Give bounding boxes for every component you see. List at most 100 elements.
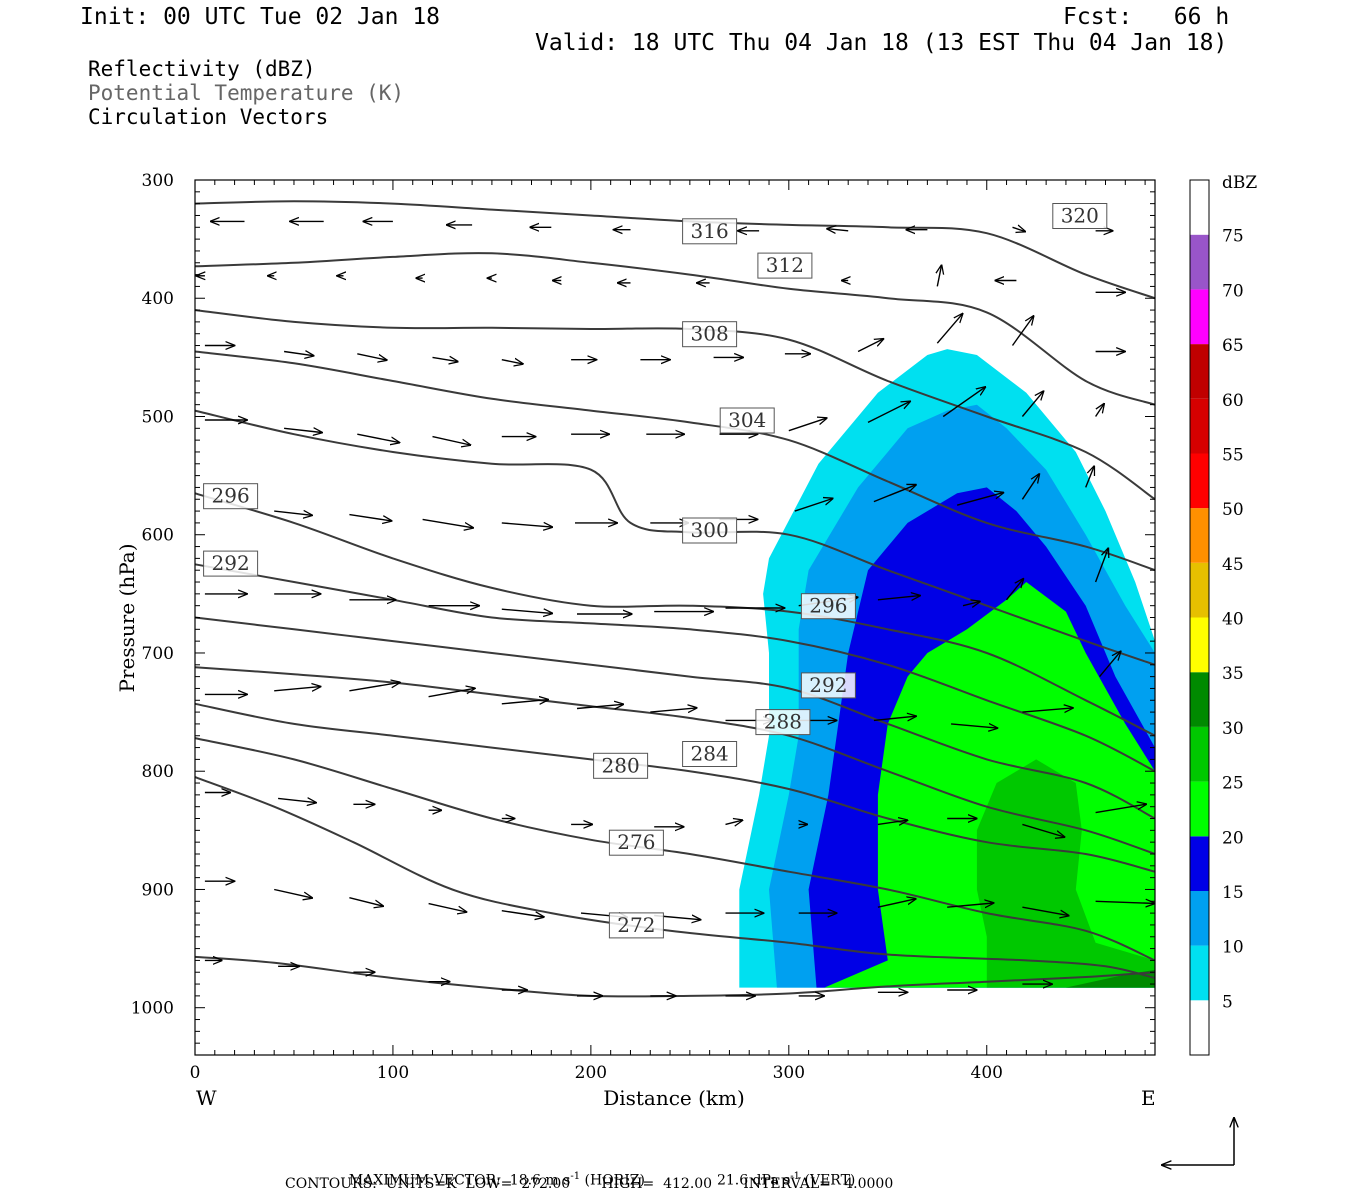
colorbar-label: 10 [1222,938,1244,958]
contour-label-box [682,218,738,245]
max-vector-horiz-tag: (HORIZ) [580,1172,645,1189]
circulation-vector [357,353,386,360]
contour-label-box [1052,203,1108,229]
colorbar-segment [1190,672,1209,727]
circulation-vector [1022,823,1064,837]
reflectivity-fill-layer [739,349,1155,988]
contour-label-box [593,752,649,779]
contour-label-layer: 272 276 280 284 288 292 296 292 296 300 304 308 312 3… [203,203,1108,939]
circulation-vector [428,902,467,912]
contour-label: 276 [617,830,655,854]
contour-label-box [800,672,856,699]
max-vector-horiz-value: MAXIMUM VECTOR: 18.6 m s [348,1172,571,1189]
colorbar-label: 70 [1222,281,1244,301]
colorbar-label: 75 [1222,227,1244,247]
circulation-vector [937,265,941,287]
y-axis-label: Pressure (hPa) [115,544,139,693]
contour-label: 292 [212,551,250,575]
circulation-vector [1012,227,1026,231]
colorbar-label: 55 [1222,445,1244,465]
colorbar-label: 25 [1222,774,1244,794]
circulation-vector [284,352,313,356]
y-tick-label: 300 [142,171,174,191]
theta-contour-276 [194,776,1156,980]
circulation-vector [576,704,623,708]
x-tick-label: 0 [190,1063,201,1083]
theta-contour-284 [194,702,1156,873]
colorbar-label: 65 [1222,336,1244,356]
circulation-vector [857,339,883,353]
max-vector-vert-value: 21.6 dPa s [716,1172,791,1189]
colorbar-unit: dBZ [1222,173,1257,193]
init-time: Init: 00 UTC Tue 02 Jan 18 [80,4,441,30]
forecast-hour: Fcst: 66 h [1063,4,1230,30]
contour-label: 312 [766,253,804,277]
circulation-vector [947,903,993,907]
circulation-vector [274,511,312,515]
circulation-vector [349,513,391,521]
circulation-vector [1095,901,1155,903]
circulation-vector [428,688,475,698]
circulation-vector [1021,474,1039,500]
circulation-vector [942,387,985,418]
circulation-vector [873,716,916,720]
contour-label-box [608,829,664,856]
theta-contour-300 [194,492,1156,737]
y-tick-label: 900 [142,880,174,900]
contour-label-box [203,483,259,510]
circulation-vector [501,609,552,613]
x-axis-west-label: W [196,1086,217,1110]
unit-exponent: -1 [790,1171,801,1182]
circulation-vector [1011,316,1034,346]
contour-label: 300 [691,518,729,542]
circulation-vector [650,708,696,712]
contour-label: 296 [212,484,250,508]
circulation-vector [1022,906,1068,915]
circulation-vector [788,418,827,432]
colorbar-label: 50 [1222,500,1244,520]
circulation-vector [501,910,544,917]
theta-contour-304 [194,409,1156,666]
contour-label: 292 [809,673,847,697]
circulation-vector [278,798,316,802]
max-vector-vert-tag: (VERT) [800,1172,856,1189]
y-tick-label: 400 [142,289,174,309]
colorbar-segment [1190,180,1209,235]
circulation-vector [877,899,916,908]
legend-circulation-vectors: Circulation Vectors [88,105,329,129]
circulation-vector [1005,579,1024,601]
colorbar-label: 30 [1222,719,1244,739]
colorbar-segment [1190,617,1209,673]
circulation-vector [1095,404,1104,417]
circulation-vector [357,433,399,442]
contour-label-box [757,252,813,279]
colorbar-label: 40 [1222,610,1244,630]
colorbar-label: 5 [1222,992,1233,1012]
contour-label-box [682,741,738,767]
valid-time: Valid: 18 UTC Thu 04 Jan 18 (13 EST Thu … [535,30,1228,56]
footer-max-vector: MAXIMUM VECTOR: 18.6 m s -1 (HORIZ) 21.6 d… [340,1158,855,1188]
circulation-vector [349,682,399,692]
circulation-vector [501,700,548,704]
colorbar-label: 20 [1222,828,1244,848]
contour-label: 308 [691,322,729,346]
colorbar-label: 35 [1222,664,1244,684]
contour-label: 288 [764,710,802,734]
circulation-vector [1099,651,1121,678]
contour-label: 272 [617,913,655,937]
colorbar-segment [1190,945,1209,1001]
colorbar-segment [1190,562,1209,618]
circulation-vector [349,897,383,906]
x-axis-east-label: E [1141,1086,1156,1110]
circulation-vector [1022,708,1072,712]
circulation-vector [1094,548,1109,583]
y-tick-label: 500 [142,407,174,427]
reference-vector-icon [1162,1118,1234,1165]
colorbar-segment [1190,1000,1209,1055]
colorbar-label: 60 [1222,391,1244,411]
contour-label-box [755,709,811,736]
colorbar: 5 10 15 20 25 30 35 40 45 50 55 60 65 70 75 [1189,179,1244,1056]
contour-label-box [608,912,664,939]
theta-contour-308 [194,350,1156,572]
